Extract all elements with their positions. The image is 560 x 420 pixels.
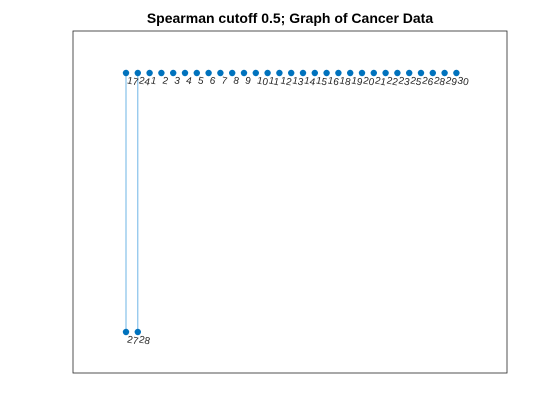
graph-node-25 <box>406 69 413 77</box>
node-label-28: 28 <box>138 334 152 347</box>
node-label-15: 15 <box>315 75 329 88</box>
graph-node-22 <box>382 69 389 77</box>
graph-node-23 <box>394 69 401 77</box>
graph-node-12 <box>276 69 283 77</box>
plot-area <box>72 30 508 374</box>
graph-node-26 <box>417 69 425 77</box>
node-label-18: 18 <box>338 75 352 88</box>
node-label-21: 21 <box>374 75 388 88</box>
graph-node-8 <box>229 69 236 77</box>
node-label-20: 20 <box>362 75 376 88</box>
node-label-27: 27 <box>126 334 140 347</box>
graph-node-2 <box>158 69 165 77</box>
graph-node-19 <box>347 69 354 77</box>
graph-node-20 <box>358 69 366 77</box>
node-label-14: 14 <box>303 75 317 88</box>
graph-node-1 <box>146 69 153 77</box>
node-label-1: 1 <box>150 75 158 87</box>
node-label-13: 13 <box>291 75 305 88</box>
graph-nodes <box>122 69 460 336</box>
node-label-9: 9 <box>244 75 252 87</box>
graph-node-4 <box>181 69 189 77</box>
node-label-30: 30 <box>456 75 470 88</box>
node-label-11: 11 <box>268 75 281 88</box>
graph-node-13 <box>288 69 295 77</box>
node-label-16: 16 <box>327 75 341 88</box>
graph-node-7 <box>217 69 224 77</box>
node-label-29: 29 <box>445 75 459 88</box>
node-label-3: 3 <box>173 75 181 87</box>
graph-node-24 <box>134 69 141 77</box>
graph-node-18 <box>335 69 342 77</box>
graph-node-21 <box>370 69 377 77</box>
graph-node-3 <box>170 69 177 77</box>
graph-node-5 <box>193 69 200 77</box>
node-label-2: 2 <box>161 75 169 87</box>
graph-node-17 <box>122 69 130 77</box>
graph-node-16 <box>323 69 330 77</box>
node-label-12: 12 <box>279 75 293 88</box>
node-label-19: 19 <box>350 75 364 88</box>
node-label-7: 7 <box>220 75 228 87</box>
node-label-10: 10 <box>256 75 270 88</box>
graph-node-9 <box>240 69 248 77</box>
node-label-5: 5 <box>197 75 205 87</box>
node-label-24: 24 <box>138 75 152 88</box>
node-label-4: 4 <box>185 75 193 87</box>
node-label-8: 8 <box>232 75 240 87</box>
graph-node-28 <box>429 69 436 77</box>
node-label-22: 22 <box>386 75 400 88</box>
graph-node-30 <box>453 69 460 77</box>
graph-node-29 <box>441 69 448 77</box>
node-label-6: 6 <box>209 75 217 87</box>
graph-node-14 <box>299 69 307 77</box>
node-label-26: 26 <box>421 75 435 88</box>
graph-node-6 <box>205 69 212 77</box>
node-label-23: 23 <box>397 75 411 88</box>
graph-node-28 <box>134 328 141 336</box>
graph-node-11 <box>264 69 271 77</box>
graph-edges <box>125 73 139 332</box>
graph-node-15 <box>311 69 318 77</box>
node-label-28: 28 <box>433 75 447 88</box>
graph-node-27 <box>122 328 130 336</box>
node-label-17: 17 <box>126 75 140 88</box>
node-label-25: 25 <box>409 75 423 88</box>
graph-node-10 <box>252 69 259 77</box>
chart-title: Spearman cutoff 0.5; Graph of Cancer Dat… <box>147 10 434 26</box>
